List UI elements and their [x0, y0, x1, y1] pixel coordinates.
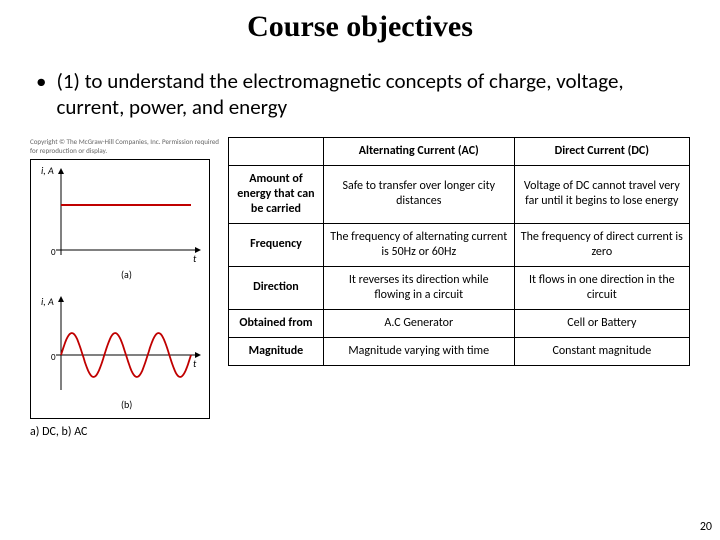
cell-ac: Safe to transfer over longer city distan… [323, 165, 514, 223]
table-row: Obtained fromA.C GeneratorCell or Batter… [229, 309, 690, 337]
cell-dc: Voltage of DC cannot travel very far unt… [514, 165, 689, 223]
origin-a: 0 [51, 247, 56, 258]
objective-bullet: • (1) to understand the electromagnetic … [36, 68, 680, 121]
table-row: MagnitudeMagnitude varying with timeCons… [229, 337, 690, 365]
panel-a-label: (a) [121, 268, 132, 281]
bullet-dot: • [36, 68, 46, 121]
dc-ac-chart: i, A 0 t (a) i, A 0 t (b) [31, 160, 209, 418]
table-row: FrequencyThe frequency of alternating cu… [229, 223, 690, 266]
time-label-a: t [193, 252, 197, 265]
axis-label-b: i, A [41, 295, 54, 308]
y-arrow-b [58, 296, 64, 302]
cell-dc: It flows in one direction in the circuit [514, 266, 689, 309]
ac-dc-table: Alternating Current (AC) Direct Current … [228, 137, 690, 366]
row-head: Frequency [229, 223, 324, 266]
y-arrow-a [58, 168, 64, 174]
time-label-b: t [193, 357, 197, 370]
table-row: Amount of energy that can be carriedSafe… [229, 165, 690, 223]
figure-copyright: Copyright © The McGraw-Hill Companies, I… [30, 137, 220, 155]
col-blank [229, 137, 324, 165]
table-row: DirectionIt reverses its direction while… [229, 266, 690, 309]
cell-ac: A.C Generator [323, 309, 514, 337]
cell-dc: Constant magnitude [514, 337, 689, 365]
table-column: Alternating Current (AC) Direct Current … [228, 137, 690, 366]
cell-ac: It reverses its direction while flowing … [323, 266, 514, 309]
figure-box: i, A 0 t (a) i, A 0 t (b) [30, 159, 210, 419]
col-ac: Alternating Current (AC) [323, 137, 514, 165]
cell-ac: The frequency of alternating current is … [323, 223, 514, 266]
panel-b-label: (b) [121, 398, 132, 411]
content-row: Copyright © The McGraw-Hill Companies, I… [30, 137, 690, 439]
axis-label-a: i, A [41, 164, 54, 177]
col-dc: Direct Current (DC) [514, 137, 689, 165]
page-number: 20 [700, 520, 712, 534]
table-body: Amount of energy that can be carriedSafe… [229, 165, 690, 365]
cell-dc: Cell or Battery [514, 309, 689, 337]
cell-ac: Magnitude varying with time [323, 337, 514, 365]
objective-text: (1) to understand the electromagnetic co… [56, 68, 680, 121]
figure-column: Copyright © The McGraw-Hill Companies, I… [30, 137, 220, 439]
row-head: Direction [229, 266, 324, 309]
row-head: Magnitude [229, 337, 324, 365]
row-head: Obtained from [229, 309, 324, 337]
page-title: Course objectives [0, 0, 720, 44]
table-header-row: Alternating Current (AC) Direct Current … [229, 137, 690, 165]
origin-b: 0 [51, 352, 56, 363]
row-head: Amount of energy that can be carried [229, 165, 324, 223]
figure-caption: a) DC, b) AC [30, 425, 220, 439]
cell-dc: The frequency of direct current is zero [514, 223, 689, 266]
